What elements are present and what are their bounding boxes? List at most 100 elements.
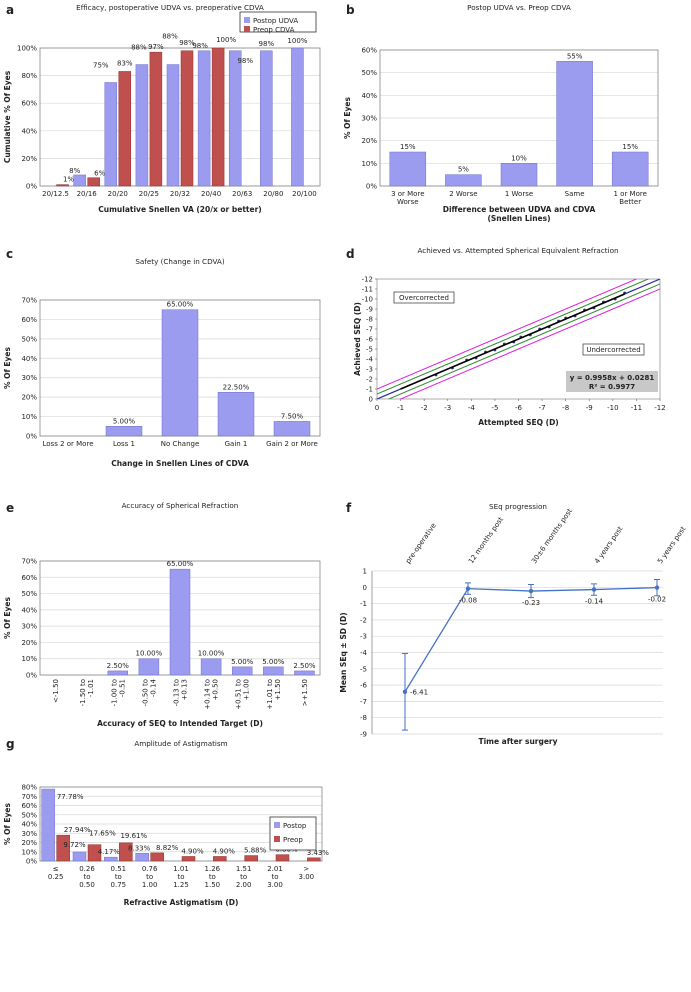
x-tick-label: 1.01: [173, 865, 189, 873]
data-label: 8.33%: [128, 844, 151, 852]
y-tick-label: 30%: [21, 374, 37, 382]
bar-a-postop-udva-7: [260, 50, 273, 187]
y-tick-label: 30%: [361, 115, 377, 123]
x-tick-label: ≤: [53, 865, 59, 873]
bar-g-preop-6: [244, 855, 258, 862]
legend-swatch: [244, 26, 250, 32]
x-tick-label: 5 years post: [656, 525, 688, 565]
y-tick-label: 80%: [21, 72, 37, 80]
data-label: 10.00%: [198, 650, 225, 658]
x-tick-label: 20/100: [292, 190, 317, 198]
data-label: 4.90%: [181, 847, 204, 855]
chart-title-f: SEq progression: [489, 502, 547, 511]
bar-a-postop-udva-1: [73, 174, 86, 187]
x-tick-label: -6: [515, 404, 523, 412]
bar-c-s-1: [105, 426, 143, 437]
y-tick-label: -1: [366, 386, 373, 394]
panel-letter-a: a: [6, 3, 14, 17]
chart-c: Safety (Change in CDVA) 0% 10% 20% 30% 40% 50%…: [3, 257, 321, 468]
y-tick-label: 0%: [366, 183, 377, 191]
chart-title-a: Efficacy, postoperative UDVA vs. preoper…: [76, 3, 264, 12]
y-tick-label: -4: [366, 356, 374, 364]
y-tick-label: 50%: [21, 590, 37, 598]
bar-e-s-2: [107, 670, 129, 676]
x-tick-line: -0.50 to: [141, 679, 149, 706]
reference-line-3: [387, 283, 660, 399]
x-tick-label: >+1.50: [301, 679, 309, 706]
x-tick-label: -1.00 to -0.51: [110, 679, 126, 706]
x-tick-label: <-1.50: [52, 679, 60, 703]
bar-a-postop-udva-4: [166, 64, 180, 187]
x-tick-label: +0.14 to +0.50: [204, 679, 220, 710]
x-tick-label: -11: [631, 404, 642, 412]
y-tick-label: 10%: [21, 848, 37, 856]
undercorrected-box: [582, 343, 645, 356]
data-label: 5%: [458, 166, 469, 174]
bar-g-preop-0: [56, 834, 70, 862]
chart-b: Postop UDVA vs. Preop CDVA 0% 10% 20% 30% 40%…: [343, 3, 659, 223]
bar-g-preop-2: [119, 842, 133, 862]
bar-a-postop-udva-2: [104, 82, 118, 187]
bar-g-preop-5: [213, 856, 227, 862]
y-tick-label: -12: [362, 276, 373, 284]
x-tick-line: +0.14 to: [204, 679, 212, 710]
bar-b-s-3: [556, 61, 593, 187]
x-tick-label: 12 months post: [467, 515, 505, 565]
x-tick-label: -5: [491, 404, 498, 412]
x-tick-label: 20/20: [108, 190, 128, 198]
legend-box: [239, 11, 317, 33]
bar-a-preop-cdva-5: [211, 47, 225, 187]
x-tick-label: -8: [562, 404, 569, 412]
category-label: 4 years post: [593, 525, 625, 565]
x-tick-label: 2 Worse: [449, 190, 477, 198]
data-label: 98%: [259, 40, 275, 48]
x-tick-label: 2.01: [267, 865, 283, 873]
y-tick-label: 60%: [21, 316, 37, 324]
bar-c-s-3: [217, 392, 255, 437]
y-tick-label: -5: [366, 346, 373, 354]
bar-a-preop-cdva-4: [180, 50, 194, 187]
x-tick-label: Same: [565, 190, 585, 198]
data-label: 19.61%: [120, 832, 147, 840]
y-axis-label: % Of Eyes: [3, 347, 12, 389]
data-label: 15%: [622, 143, 638, 151]
x-tick-line: >+1.50: [301, 679, 309, 706]
x-tick-line: +0.51 to: [235, 679, 243, 710]
bar-b-s-2: [500, 163, 538, 187]
data-label: 65.00%: [167, 301, 194, 309]
x-tick-label: Gain 1: [225, 440, 248, 448]
chart-title-b: Postop UDVA vs. Preop CDVA: [467, 3, 571, 12]
x-tick-line: -1.01: [87, 679, 95, 697]
x-tick-line: -1.50 to: [79, 679, 87, 706]
trend-equation: y = 0.9958x + 0.0281: [570, 374, 655, 382]
x-tick-label: pre-operative: [404, 522, 438, 565]
y-tick-label: -6: [366, 336, 374, 344]
y-tick-label: -2: [360, 616, 367, 624]
chart-title-g: Amplitude of Astigmatism: [134, 739, 227, 748]
bar-g-postop-3: [135, 853, 149, 862]
y-tick-label: -2: [366, 376, 373, 384]
data-label: -0.02: [648, 596, 666, 604]
data-label: 9.72%: [63, 841, 86, 849]
legend-swatch: [274, 822, 280, 828]
bar-a-preop-cdva-0: [56, 184, 69, 187]
chart-d: Achieved vs. Attempted Spherical Equival…: [353, 246, 666, 427]
panel-letter-f: f: [346, 501, 352, 515]
y-tick-label: 30%: [21, 623, 37, 631]
x-tick-line: <-1.50: [52, 679, 60, 703]
y-tick-label: 10%: [361, 160, 377, 168]
x-tick-label: to: [240, 873, 247, 881]
y-tick-label: 0%: [26, 433, 37, 441]
y-tick-label: -11: [362, 286, 373, 294]
x-tick-label: 20/40: [201, 190, 221, 198]
data-label: 100%: [287, 37, 307, 45]
data-label: -6.41: [410, 688, 428, 696]
y-tick-label: 60%: [21, 802, 37, 810]
data-label: -0.14: [585, 598, 604, 606]
x-axis-label: Attempted SEQ (D): [478, 418, 559, 427]
x-tick-label: 0.76: [142, 865, 158, 873]
category-label: 30±6 months post: [530, 507, 574, 565]
overcorrected-box: [393, 291, 455, 304]
data-label: 22.50%: [223, 383, 250, 391]
